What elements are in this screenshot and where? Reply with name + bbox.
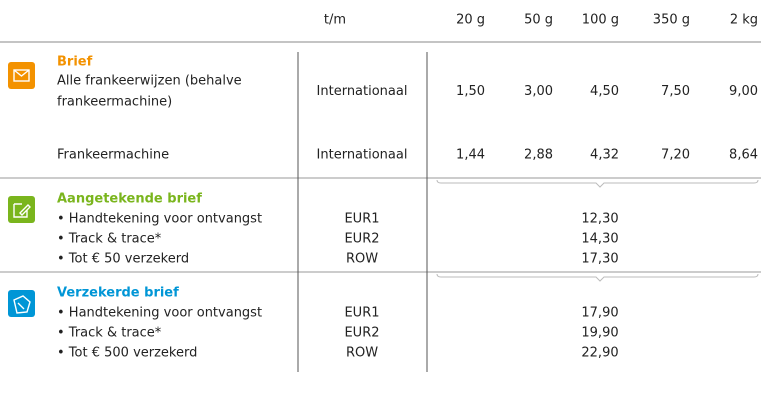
pen [13,203,31,218]
price: 8,64 [729,148,758,163]
price: 3,00 [524,84,553,99]
zone-header: t/m [324,13,346,28]
zone: EUR1 [344,306,379,321]
envelope [13,69,30,82]
weight-header: 2 kg [730,13,758,28]
zone: Internationaal [317,84,408,99]
section-title: Aangetekende brief [57,192,202,207]
description: frankeermachine) [57,95,172,110]
section-title: Verzekerde brief [57,286,179,301]
price: 9,00 [729,84,758,99]
price: 1,44 [456,148,485,163]
bracket [436,179,759,188]
section-title: Brief [57,55,93,70]
zone: ROW [346,346,378,361]
price: 12,30 [581,212,618,227]
description: Alle frankeerwijzen (behalve [57,74,242,89]
weight-header: 350 g [653,13,690,28]
price: 14,30 [581,232,618,247]
price: 2,88 [524,148,553,163]
bracket [436,273,759,282]
registered-icon [8,196,35,223]
price: 1,50 [456,84,485,99]
zone: EUR2 [344,326,379,341]
zone: Internationaal [317,148,408,163]
zone: EUR2 [344,232,379,247]
shield [13,295,31,314]
item: • Tot € 500 verzekerd [57,346,197,361]
zone: ROW [346,252,378,267]
price: 17,30 [581,252,618,267]
item: • Tot € 50 verzekerd [57,252,189,267]
envelope-flap [13,69,30,77]
price: 7,20 [661,148,690,163]
weight-header: 50 g [524,13,553,28]
zone: EUR1 [344,212,379,227]
item: • Handtekening voor ontvangst [57,306,262,321]
price: 17,90 [581,306,618,321]
price: 19,90 [581,326,618,341]
item: • Handtekening voor ontvangst [57,212,262,227]
weight-header: 100 g [582,13,619,28]
weight-header: 20 g [456,13,485,28]
price: 7,50 [661,84,690,99]
item: • Track & trace* [57,232,162,247]
price: 4,32 [590,148,619,163]
description: Frankeermachine [57,148,169,163]
price: 22,90 [581,346,618,361]
price: 4,50 [590,84,619,99]
item: • Track & trace* [57,326,162,341]
